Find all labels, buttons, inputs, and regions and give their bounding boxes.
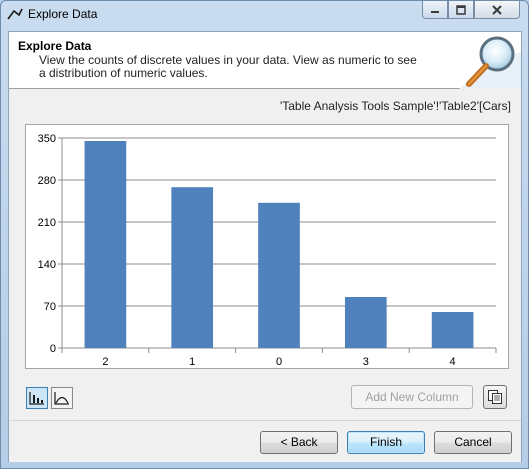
minimize-button[interactable]: [422, 1, 448, 19]
copy-button[interactable]: [483, 385, 507, 409]
y-tick-label: 140: [38, 259, 56, 271]
maximize-button[interactable]: [448, 1, 474, 19]
window-title: Explore Data: [28, 7, 98, 21]
y-tick-label: 0: [50, 343, 56, 355]
bar-1: [171, 187, 214, 348]
copy-icon: [488, 390, 502, 404]
y-tick-label: 70: [44, 301, 56, 313]
x-tick-label: 1: [189, 356, 195, 368]
column-view-button[interactable]: [26, 387, 48, 409]
close-icon: [492, 4, 502, 15]
close-button[interactable]: [474, 1, 520, 19]
magnifier-icon: [459, 36, 521, 89]
numeric-view-button[interactable]: [51, 387, 73, 409]
dialog-client-area: Explore Data View the counts of discrete…: [8, 31, 522, 462]
add-new-column-button[interactable]: Add New Column: [351, 385, 473, 409]
bar-4: [431, 312, 474, 348]
column-chart-icon: [29, 392, 44, 405]
title-bar[interactable]: Explore Data: [1, 1, 528, 27]
header-title: Explore Data: [18, 39, 92, 53]
wizard-header: Explore Data View the counts of discrete…: [9, 32, 521, 89]
bar-0: [258, 202, 300, 348]
cancel-button[interactable]: Cancel: [434, 431, 512, 454]
explore-data-app-icon: [7, 8, 23, 20]
back-button[interactable]: < Back: [260, 431, 338, 454]
y-tick-label: 350: [38, 133, 56, 145]
y-tick-label: 210: [38, 217, 56, 229]
bar-2: [84, 141, 127, 348]
header-description: View the counts of discrete values in yo…: [39, 53, 417, 80]
x-tick-label: 2: [102, 356, 108, 368]
x-tick-label: 0: [276, 356, 282, 368]
bar-3: [344, 297, 387, 348]
value-count-chart: 0 70 140 210 280 350 2 1 0 3 4: [25, 124, 509, 369]
area-chart-icon: [54, 392, 69, 405]
finish-button[interactable]: Finish: [347, 431, 425, 454]
x-tick-label: 3: [363, 356, 369, 368]
maximize-icon: [456, 4, 466, 15]
wizard-footer: < Back Finish Cancel: [9, 420, 521, 462]
source-table-label: 'Table Analysis Tools Sample'!'Table2'[C…: [279, 99, 511, 113]
y-tick-label: 280: [38, 175, 56, 187]
x-tick-label: 4: [450, 356, 456, 368]
minimize-icon: [431, 10, 439, 13]
